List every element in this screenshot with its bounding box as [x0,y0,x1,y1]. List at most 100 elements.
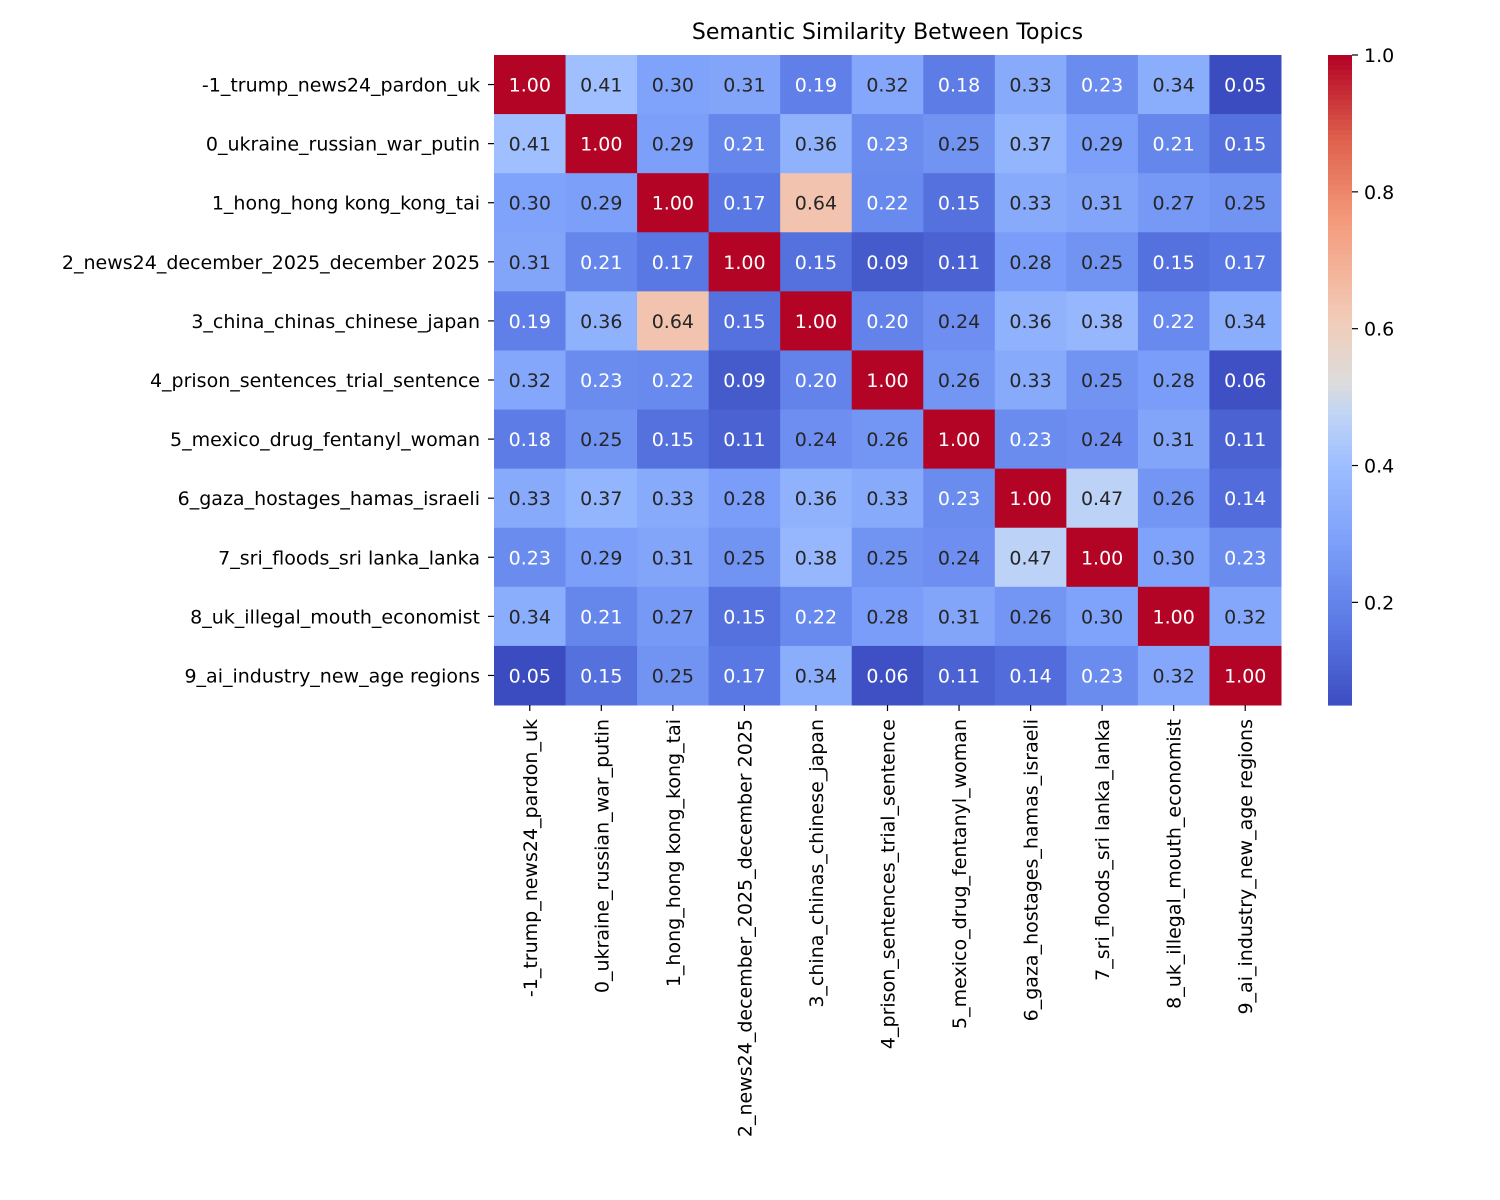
cell-value-label: 0.15 [580,665,622,687]
cell-value-label: 1.00 [1081,547,1123,569]
heatmap-cell [565,114,638,174]
cell-value-label: 0.27 [652,606,694,628]
heatmap-cell [1209,291,1282,351]
heatmap-cell [923,409,996,470]
cell-value-label: 0.26 [1009,606,1051,628]
cell-value-label: 0.14 [1224,488,1266,510]
cell-value-label: 0.17 [723,193,765,215]
heatmap-cell [780,527,853,588]
cell-value-label: 0.36 [795,488,837,510]
heatmap-cell [565,232,638,292]
heatmap-cell [494,645,567,706]
heatmap-cell [494,527,567,588]
colorbar-segment [1328,225,1352,231]
heatmap-cell [1209,173,1282,233]
cell-value-label: 1.00 [795,311,837,333]
y-tick-label: 9_ai_industry_new_age regions [184,665,480,687]
cell-value-label: 0.15 [1153,252,1195,274]
x-tick-label: 0_ukraine_russian_war_putin [591,719,613,993]
heatmap-cell [1209,527,1282,588]
cell-value-label: 0.15 [795,252,837,274]
colorbar-segment [1328,570,1352,576]
cell-value-label: 0.26 [866,429,908,451]
heatmap-cell [1209,232,1282,292]
cell-value-label: 0.47 [1009,547,1051,569]
heatmap-cell [1066,173,1139,233]
cell-value-label: 0.41 [509,134,551,156]
colorbar-segment [1328,235,1352,241]
cell-value-label: 1.00 [723,252,765,274]
cell-value-label: 0.11 [938,252,980,274]
cell-value-label: 0.21 [1153,134,1195,156]
colorbar-segment [1328,460,1352,466]
colorbar-segment [1328,470,1352,476]
cell-value-label: 0.64 [795,193,837,215]
cell-value-label: 0.29 [652,134,694,156]
heatmap-cell [708,468,781,529]
cell-value-label: 0.34 [509,606,551,628]
chart-title: Semantic Similarity Between Topics [691,20,1084,45]
colorbar-segment [1328,700,1352,706]
heatmap-cell [708,291,781,351]
colorbar-segment [1328,625,1352,631]
heatmap-cell [851,409,924,470]
colorbar-segment [1328,205,1352,211]
colorbar-segment [1328,140,1352,146]
cell-value-label: 0.30 [652,75,694,97]
cell-value-label: 0.64 [652,311,694,333]
heatmap-cell [708,55,781,115]
colorbar-segment [1328,585,1352,591]
cell-value-label: 0.22 [1153,311,1195,333]
cell-value-label: 0.09 [723,370,765,392]
colorbar-segment [1328,285,1352,291]
cell-value-label: 0.22 [795,606,837,628]
heatmap-cell [1066,409,1139,470]
colorbar-segment [1328,440,1352,446]
heatmap-cell [851,645,924,706]
cell-value-label: 0.23 [509,547,551,569]
colorbar-segment [1328,275,1352,281]
x-tick-label: 2_news24_december_2025_december 2025 [734,719,756,1137]
heatmap-cell [994,586,1067,647]
colorbar-segment [1328,250,1352,256]
cell-value-label: 0.15 [723,311,765,333]
heatmap-cell [1137,350,1210,411]
heatmap-cell [1209,114,1282,174]
colorbar-segment [1328,160,1352,166]
cell-value-label: 0.31 [1081,193,1123,215]
heatmap-cell [637,645,710,706]
heatmap-cell [1209,586,1282,647]
colorbar-segment [1328,500,1352,506]
colorbar-segment [1328,680,1352,686]
y-tick-label: 3_china_chinas_chinese_japan [191,311,480,333]
colorbar-segment [1328,655,1352,661]
heatmap-cell [923,645,996,706]
colorbar-segment [1328,575,1352,581]
x-tick-label: 1_hong_hong kong_kong_tai [663,719,685,987]
cell-value-label: 0.24 [938,547,980,569]
colorbar-segment [1328,320,1352,326]
colorbar-segment [1328,595,1352,601]
colorbar-segment [1328,165,1352,171]
cell-value-label: 0.25 [652,665,694,687]
cell-value-label: 0.15 [938,193,980,215]
heatmap-cell [994,350,1067,411]
cell-value-label: 0.22 [652,370,694,392]
colorbar-segment [1328,615,1352,621]
cell-value-label: 0.06 [1224,370,1266,392]
heatmap-cell [851,291,924,351]
heatmap-cell [994,114,1067,174]
y-tick-label: 4_prison_sentences_trial_sentence [150,370,480,392]
colorbar-tick-label: 1.0 [1364,45,1394,67]
colorbar-segment [1328,535,1352,541]
cell-value-label: 0.23 [1081,665,1123,687]
cell-value-label: 0.26 [938,370,980,392]
heatmap-cell [994,409,1067,470]
heatmap-cell [565,173,638,233]
x-tick-label: 4_prison_sentences_trial_sentence [878,719,900,1049]
cell-value-label: 0.25 [1224,193,1266,215]
colorbar-segment [1328,670,1352,676]
colorbar-segment [1328,430,1352,436]
cell-value-label: 0.32 [1153,665,1195,687]
